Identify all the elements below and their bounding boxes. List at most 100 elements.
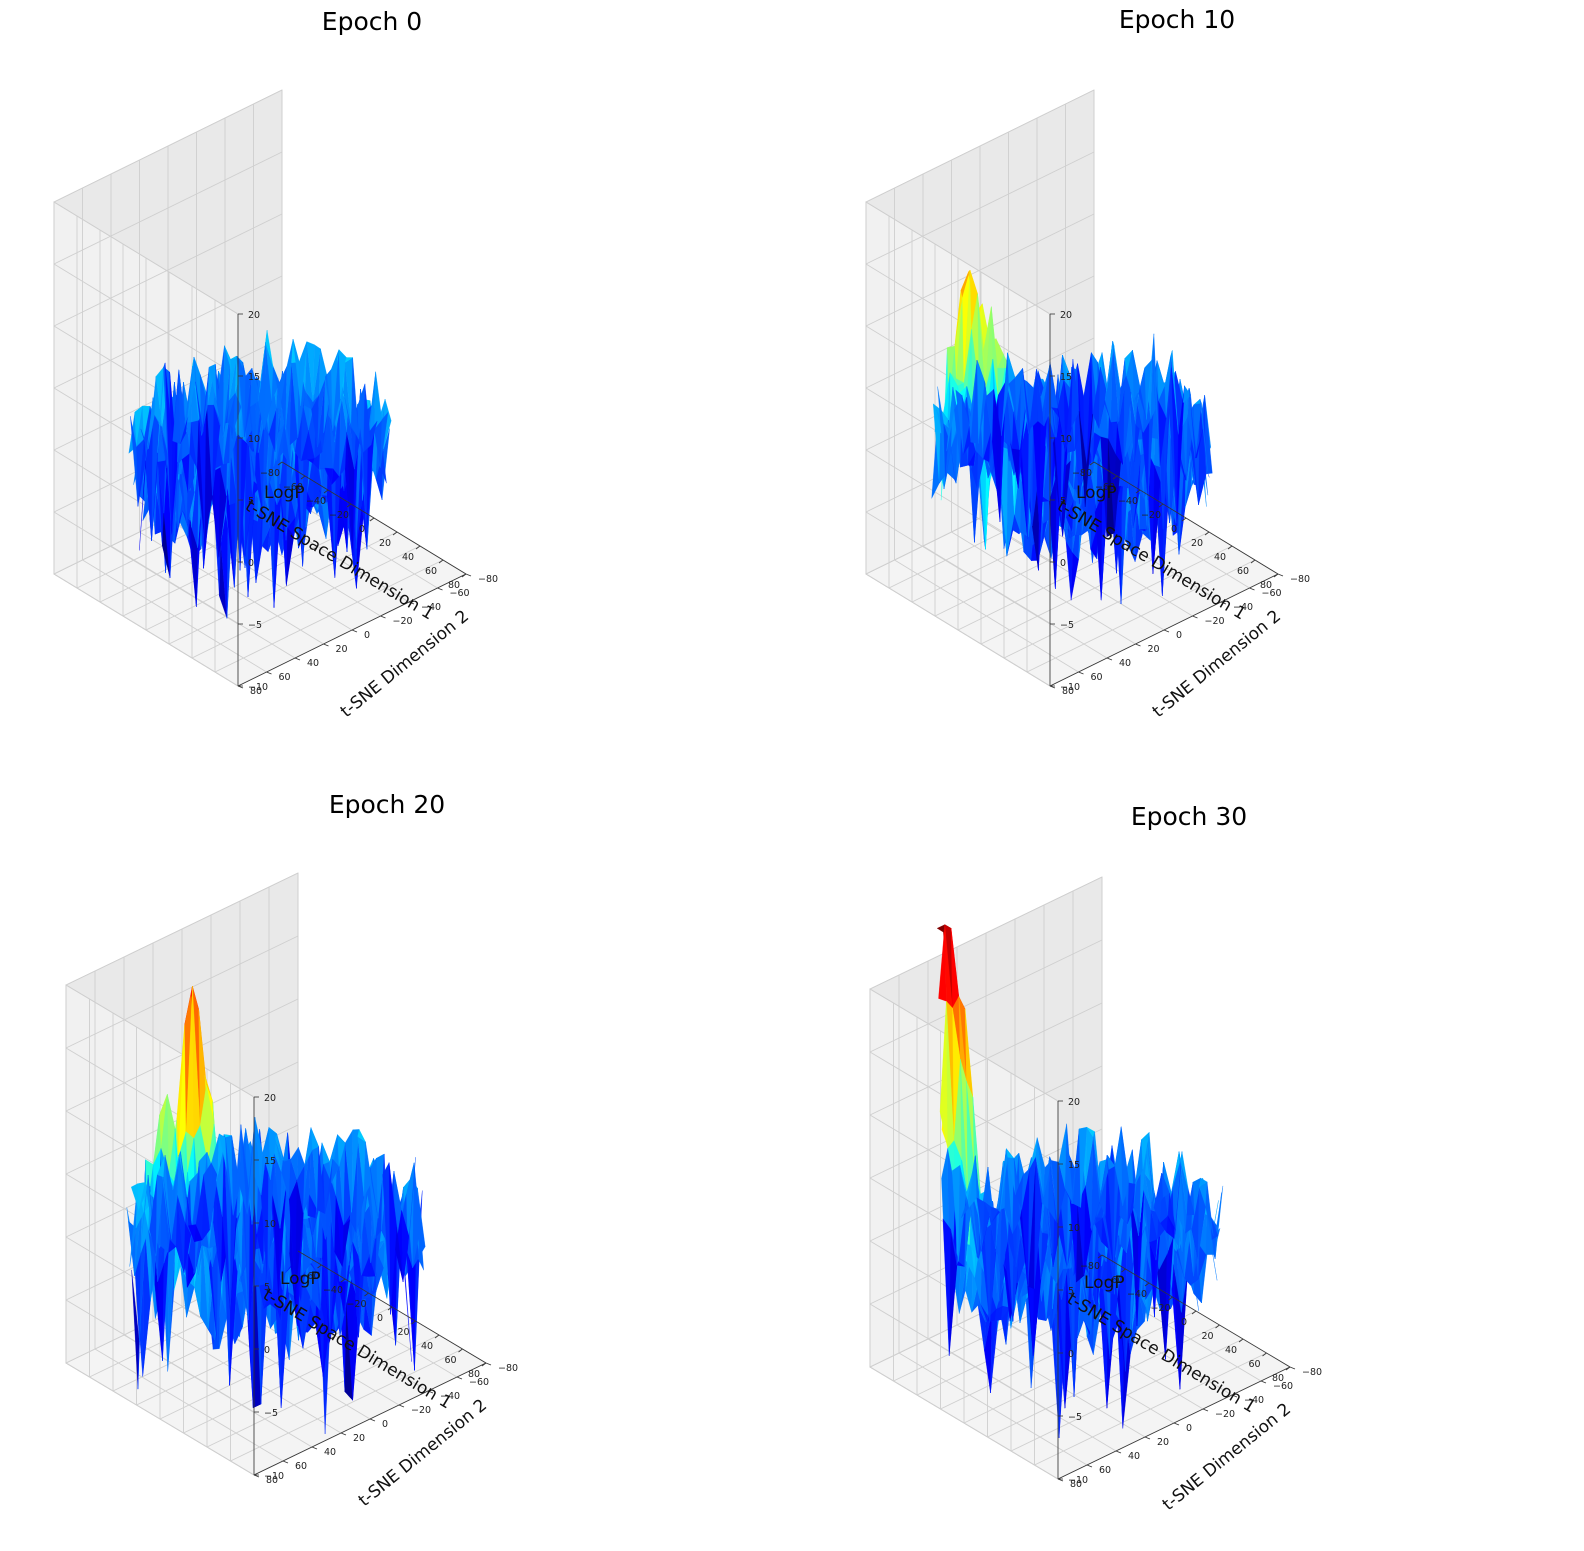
x-tick-mark — [346, 503, 352, 508]
x-tick-mark — [1158, 503, 1164, 508]
y-tick-mark — [427, 1390, 434, 1394]
z-tick-label: −10 — [248, 682, 268, 693]
z-tick-label: −5 — [264, 1408, 278, 1419]
y-tick-mark — [311, 1446, 318, 1450]
x-tick-label: 40 — [402, 552, 414, 563]
x-tick-mark — [1204, 531, 1210, 536]
z-tick-label: 20 — [264, 1093, 276, 1104]
side-gridline-z — [53, 151, 283, 265]
y-tick-mark — [1078, 671, 1084, 675]
surface-facet — [279, 366, 288, 404]
surface-facet — [406, 1162, 415, 1254]
x-tick-label: −40 — [306, 496, 326, 507]
x-tick-label: −40 — [323, 1285, 343, 1296]
surface-facet — [1057, 408, 1066, 452]
surface-facet — [351, 357, 359, 440]
surface-facet — [321, 1142, 330, 1165]
side-gridline-z — [53, 213, 283, 327]
back-gridline-z — [865, 511, 1051, 625]
z-tick-label: 0 — [248, 558, 254, 569]
y-tick-label: −20 — [1205, 616, 1225, 627]
x-tick-mark — [1227, 545, 1233, 550]
x-tick-label: 80 — [448, 580, 460, 591]
surface-facet — [296, 1147, 305, 1180]
chart-panel-epoch-0: −80 −60 −40 −20 0 20 40 60 80 −80 −60 −40 −20 0 20 40 60… — [0, 0, 792, 775]
z-tick-label: −5 — [1060, 620, 1074, 631]
back-gridline-z — [53, 263, 239, 377]
x-tick-mark — [458, 1348, 463, 1353]
surface-plot-epoch-30: −80−60−40−20020406080−80−60−40−200204060… — [869, 802, 1322, 1515]
x-tick-label: −60 — [299, 1271, 319, 1282]
y-tick-label: −80 — [498, 1363, 518, 1374]
y-tick-mark — [1163, 629, 1170, 633]
back-gridline-z — [65, 1362, 255, 1476]
z-tick-label: 15 — [1060, 372, 1072, 383]
y-tick-label: 60 — [279, 672, 291, 683]
chart-panel-epoch-20: −60 −40 −20 0 20 40 60 80 −80 −60 −40 −20 0 20 40 60 80−… — [0, 775, 792, 1551]
surface-facet — [1107, 1154, 1116, 1170]
y-tick-mark — [1135, 643, 1141, 647]
chart-title: Epoch 10 — [1119, 5, 1235, 34]
z-tick-label: 15 — [264, 1156, 276, 1167]
x-tick-label: −80 — [260, 468, 280, 479]
x-tick-label: 0 — [377, 1313, 383, 1324]
surface-facet — [1085, 413, 1093, 507]
back-gridline-z — [869, 1366, 1059, 1480]
x-tick-label: 0 — [1171, 524, 1177, 535]
z-tick-label: 5 — [264, 1282, 270, 1293]
y-tick-label: 60 — [1091, 672, 1103, 683]
x-tick-mark — [1250, 559, 1256, 564]
x-tick-label: −40 — [1118, 496, 1138, 507]
back-gridline-z — [869, 1303, 1059, 1417]
y-tick-mark — [1192, 615, 1198, 619]
y-tick-mark — [456, 1376, 463, 1380]
x-tick-mark — [300, 475, 306, 480]
y-tick-mark — [408, 601, 415, 605]
x-tick-mark — [317, 1264, 322, 1269]
surface-plot-epoch-0: −80−60−40−20020406080−80−60−40−200204060… — [53, 7, 498, 722]
surface-facet — [325, 374, 333, 431]
x-tick-mark — [461, 573, 467, 578]
y-tick-label: −40 — [421, 602, 441, 613]
surface-facet — [1093, 1131, 1102, 1196]
x-tick-mark — [340, 1278, 346, 1283]
x-tick-mark — [434, 1334, 440, 1339]
floor-gridline-y — [951, 531, 1136, 645]
z-tick-label: 0 — [1060, 558, 1066, 569]
surface-facet — [1158, 401, 1167, 466]
surface-facet — [1112, 340, 1121, 389]
surface-facet — [247, 1117, 256, 1215]
surface-facet — [299, 341, 307, 406]
y-tick-mark — [380, 615, 386, 619]
surface-facet — [312, 344, 321, 402]
y-tick-label: −60 — [450, 588, 470, 599]
y-tick-label: 60 — [295, 1461, 307, 1472]
side-gridline-z — [865, 89, 1095, 203]
y-tick-label: 40 — [1119, 658, 1131, 669]
surface-facet — [230, 357, 239, 373]
x-tick-label: −80 — [1072, 468, 1092, 479]
side-gridline-z — [53, 89, 283, 203]
back-gridline-z — [53, 573, 239, 687]
surface-facet — [1065, 1123, 1074, 1204]
x-tick-mark — [392, 531, 398, 536]
surface-facet — [401, 1210, 410, 1283]
x-tick-mark — [1273, 573, 1279, 578]
floor-gridline-y — [922, 545, 1108, 659]
surface-facet — [337, 1134, 346, 1167]
surface-facet — [1079, 1127, 1088, 1208]
back-gridline-z — [65, 1299, 255, 1413]
y-tick-label: 0 — [364, 630, 370, 641]
surface-mesh — [931, 269, 1213, 605]
z-tick-label: 5 — [248, 496, 254, 507]
x-tick-mark — [1135, 489, 1141, 494]
x-tick-mark — [323, 489, 329, 494]
surface-mesh — [126, 985, 426, 1435]
x-tick-label: 80 — [1260, 580, 1272, 591]
x-tick-label: −20 — [329, 510, 349, 521]
y-tick-mark — [1106, 657, 1113, 661]
z-tick-label: −10 — [264, 1471, 284, 1482]
floor-gridline-y — [152, 1320, 342, 1434]
back-gridline-z — [865, 449, 1051, 563]
y-tick-label: 0 — [1176, 630, 1182, 641]
